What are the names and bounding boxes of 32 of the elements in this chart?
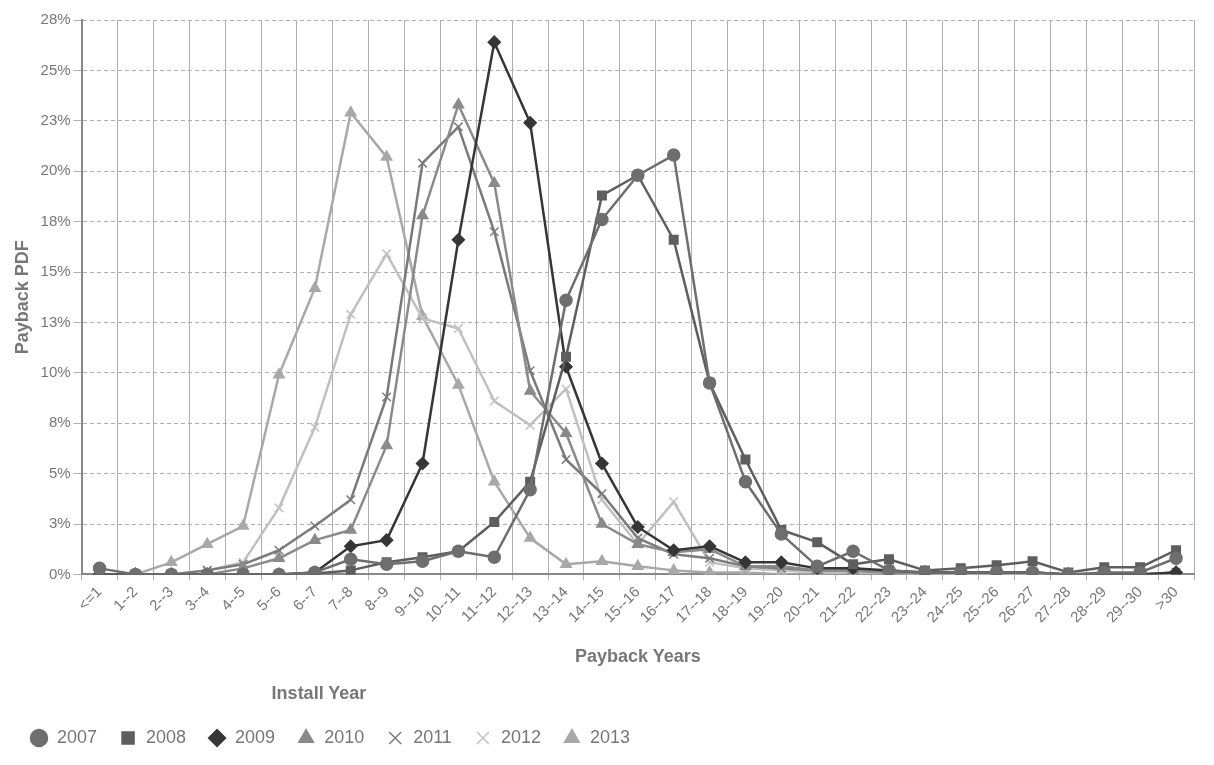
- x-tick-label: 1--2: [109, 582, 141, 614]
- x-tick-label: <=1: [74, 582, 105, 614]
- y-tick-label: 3%: [48, 514, 71, 532]
- y-tick-label: 13%: [40, 312, 71, 330]
- y-tick-label: 25%: [40, 60, 71, 78]
- legend-label: 2011: [413, 726, 452, 747]
- legend-label: 2007: [57, 726, 98, 747]
- x-tick-label: 5--6: [253, 582, 285, 614]
- legend-title: Install Year: [271, 683, 367, 704]
- y-tick-label: 20%: [40, 161, 71, 179]
- legend-label: 2008: [146, 726, 187, 747]
- y-tick-label: 23%: [40, 110, 71, 128]
- y-axis-title: Payback PDF: [11, 240, 32, 355]
- y-tick-label: 18%: [40, 211, 71, 229]
- x-tick-label: 6--7: [289, 582, 320, 614]
- x-tick-label: >30: [1151, 582, 1182, 613]
- x-tick-label: 2--3: [145, 582, 177, 614]
- x-axis-title: Payback Years: [574, 645, 701, 666]
- y-tick-label: 10%: [40, 362, 71, 380]
- y-tick-label: 8%: [48, 413, 71, 431]
- y-tick-label: 15%: [40, 262, 71, 280]
- legend-label: 2012: [500, 726, 541, 747]
- legend-label: 2010: [324, 726, 365, 747]
- y-tick-label: 5%: [48, 463, 71, 481]
- x-tick-label: 8--9: [360, 582, 392, 614]
- x-tick-label: 4--5: [217, 582, 249, 614]
- y-tick-label: 28%: [40, 10, 71, 28]
- y-tick-label: 0%: [48, 564, 71, 582]
- legend-label: 2009: [235, 726, 276, 747]
- legend-label: 2013: [589, 726, 630, 747]
- x-tick-label: 3--4: [181, 582, 213, 614]
- x-tick-label: 7--8: [324, 582, 356, 614]
